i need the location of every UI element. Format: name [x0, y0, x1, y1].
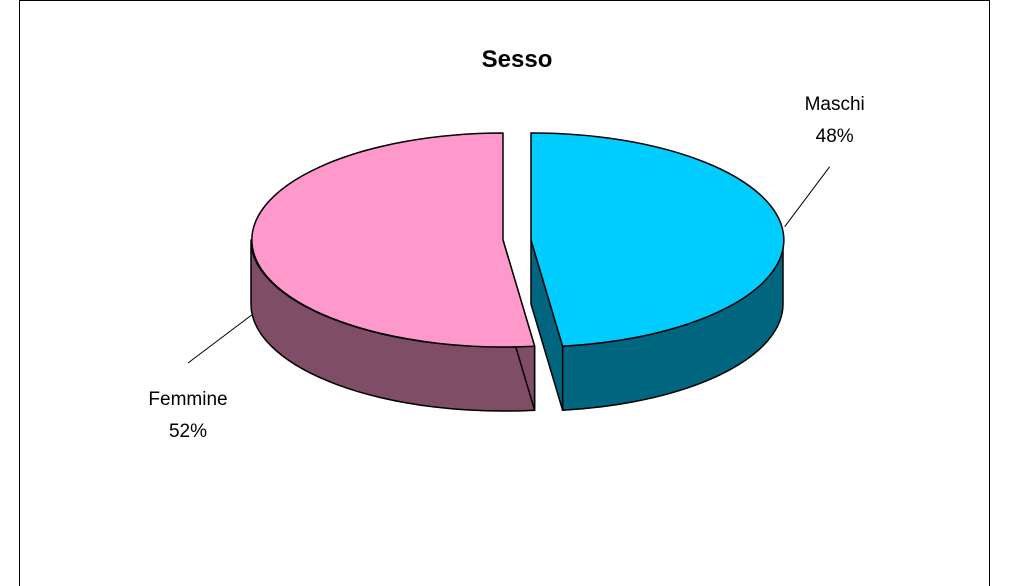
slice-value-maschi: 48% — [816, 126, 854, 147]
slice-label-maschi: Maschi — [805, 94, 865, 115]
slice-value-femmine: 52% — [169, 421, 207, 442]
leader-line-femmine — [187, 313, 254, 364]
chart-title: Sesso — [482, 46, 553, 73]
slice-femmine — [251, 132, 536, 348]
slice-label-femmine: Femmine — [148, 389, 227, 410]
leader-line-maschi — [784, 166, 831, 227]
slice-maschi — [530, 132, 785, 347]
